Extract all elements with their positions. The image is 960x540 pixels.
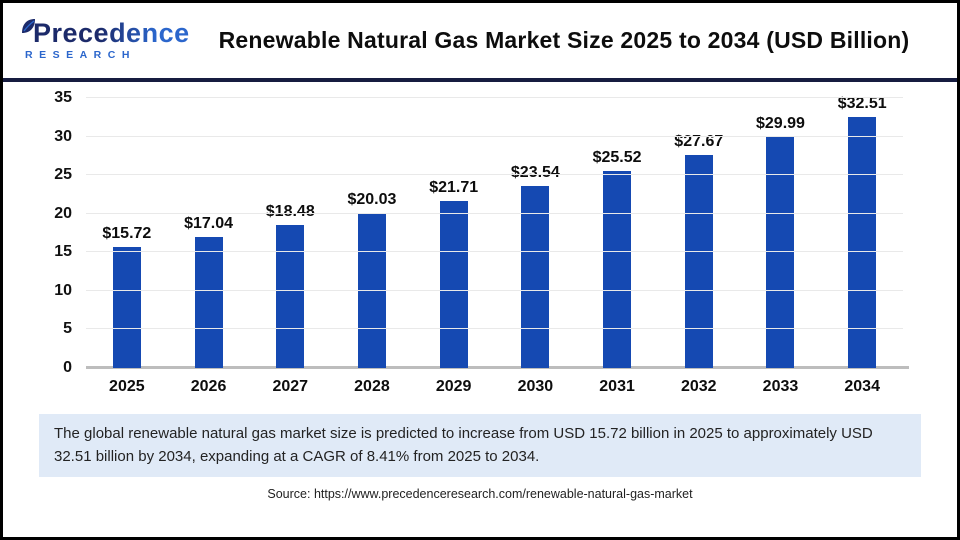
y-tick-label: 0 xyxy=(63,359,72,376)
bar-value-label: $29.99 xyxy=(756,114,805,132)
bar xyxy=(439,200,468,368)
logo: Precedence RESEARCH xyxy=(21,18,190,62)
gridline xyxy=(86,97,903,98)
chart-row: 0 5 10 15 20 25 30 35 $15.72 $17.04 $18.48 $20.03 $… xyxy=(31,89,909,376)
gridline xyxy=(86,251,903,253)
bar-value-label: $20.03 xyxy=(347,191,397,209)
bar-value-label: $17.04 xyxy=(184,214,234,232)
y-tick-label: 5 xyxy=(63,320,72,338)
plot-area: $15.72 $17.04 $18.48 $20.03 $21.71 $23.54 $25.… xyxy=(86,95,909,369)
x-tick-label: 2031 xyxy=(599,378,635,395)
y-tick-label: 15 xyxy=(54,243,72,261)
x-tick-label: 2032 xyxy=(680,378,717,395)
logo-wordmark: Precedence xyxy=(33,18,190,49)
gridline xyxy=(86,135,903,137)
x-tick-label: 2029 xyxy=(435,378,472,395)
y-axis: 0 5 10 15 20 25 30 35 xyxy=(31,89,86,376)
bar-column: $23.54 xyxy=(495,164,577,368)
x-tick-label: 2030 xyxy=(517,378,554,395)
x-tick-label: 2033 xyxy=(762,378,799,395)
bar xyxy=(276,225,305,368)
bar xyxy=(194,236,223,368)
gridline xyxy=(86,174,903,176)
y-tick-label: 35 xyxy=(54,89,72,106)
leaf-icon xyxy=(22,19,35,34)
bar-column: $17.04 xyxy=(168,215,250,368)
bar xyxy=(603,171,632,368)
x-axis-spacer xyxy=(31,378,86,396)
bar-column: $21.71 xyxy=(413,179,495,368)
bar-column: $29.99 xyxy=(740,115,822,368)
x-tick-label: 2028 xyxy=(354,378,390,395)
y-tick-label: 20 xyxy=(54,204,72,222)
gridline xyxy=(86,289,903,291)
bar-column: $32.51 xyxy=(821,95,903,368)
x-tick-label: 2025 xyxy=(109,378,145,395)
bar xyxy=(521,186,550,368)
bar-column: $25.52 xyxy=(576,149,658,368)
bar-value-label: $27.67 xyxy=(674,132,724,150)
x-axis-labels: 2025 2026 2027 2028 2029 2030 2031 2032 2033 2034 xyxy=(86,378,903,396)
chart-title: Renewable Natural Gas Market Size 2025 t… xyxy=(218,27,910,53)
bar xyxy=(848,117,877,368)
x-tick-label: 2026 xyxy=(190,378,227,395)
bar xyxy=(766,136,795,368)
bar-value-label: $25.52 xyxy=(592,149,642,167)
logo-wordmark-row: Precedence xyxy=(21,18,190,49)
bar-value-label: $18.48 xyxy=(265,203,315,221)
y-tick-label: 10 xyxy=(54,281,72,299)
x-tick-label: 2034 xyxy=(844,378,880,395)
header: Precedence RESEARCH Renewable Natural Ga… xyxy=(3,3,957,82)
bar-column: $18.48 xyxy=(249,203,331,368)
y-tick-label: 25 xyxy=(54,166,72,184)
summary-note: The global renewable natural gas market … xyxy=(39,414,921,477)
bars-container: $15.72 $17.04 $18.48 $20.03 $21.71 $23.54 $25.… xyxy=(86,95,903,368)
bar xyxy=(684,154,713,368)
chart-area: 0 5 10 15 20 25 30 35 $15.72 $17.04 $18.48 $20.03 $… xyxy=(3,82,957,396)
x-axis-line xyxy=(86,366,909,369)
x-axis-row: 2025 2026 2027 2028 2029 2030 2031 2032 2033 2034 xyxy=(31,378,903,396)
bar-value-label: $21.71 xyxy=(429,178,479,196)
y-tick-label: 30 xyxy=(54,127,72,145)
gridline xyxy=(86,212,903,214)
bar-value-label: $32.51 xyxy=(837,95,887,113)
gridline xyxy=(86,328,903,330)
source-line: Source: https://www.precedenceresearch.c… xyxy=(267,487,693,501)
bar-column: $27.67 xyxy=(658,133,740,368)
bar-value-label: $23.54 xyxy=(510,164,560,182)
x-tick-label: 2027 xyxy=(272,378,309,395)
bar-column: $20.03 xyxy=(331,191,413,368)
bar-value-label: $15.72 xyxy=(102,224,152,242)
bar-column: $15.72 xyxy=(86,225,168,368)
logo-subtext: RESEARCH xyxy=(25,49,136,62)
bar xyxy=(112,246,141,368)
